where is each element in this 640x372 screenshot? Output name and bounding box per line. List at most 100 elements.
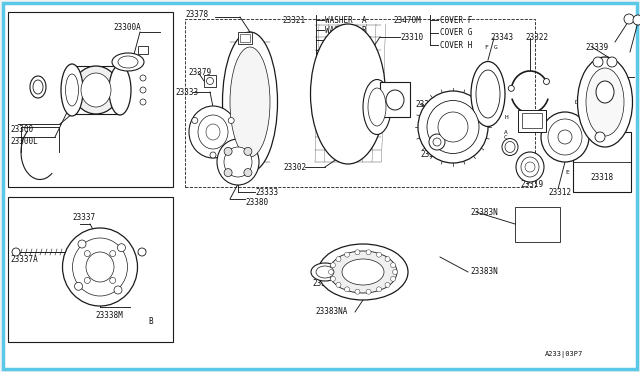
Text: 23300L: 23300L (10, 137, 38, 145)
Circle shape (595, 132, 605, 142)
Ellipse shape (502, 138, 518, 155)
Text: WASHER  B: WASHER B (325, 26, 367, 35)
Bar (185, 19, 535, 187)
Text: 23383N: 23383N (470, 208, 498, 217)
Bar (8, 197, 173, 342)
Ellipse shape (109, 65, 131, 115)
Text: 23337A: 23337A (10, 256, 38, 264)
Text: 23312: 23312 (548, 187, 571, 196)
Circle shape (224, 147, 232, 155)
Text: 23319: 23319 (520, 180, 543, 189)
Ellipse shape (471, 61, 505, 126)
Circle shape (84, 251, 90, 257)
Text: E: E (565, 170, 569, 174)
Circle shape (328, 269, 333, 275)
Text: 23322: 23322 (525, 32, 548, 42)
Ellipse shape (311, 263, 339, 281)
Circle shape (140, 87, 146, 93)
Bar (204, 75, 216, 87)
Ellipse shape (418, 91, 488, 163)
Ellipse shape (112, 53, 144, 71)
Ellipse shape (368, 88, 386, 126)
Circle shape (593, 57, 603, 67)
Text: A233|03P7: A233|03P7 (545, 350, 583, 357)
Ellipse shape (224, 147, 252, 177)
Text: 23380: 23380 (245, 198, 268, 206)
Ellipse shape (61, 64, 83, 116)
Circle shape (118, 244, 125, 252)
Text: 23300: 23300 (10, 125, 33, 134)
Circle shape (244, 147, 252, 155)
Text: 23383NA: 23383NA (315, 308, 348, 317)
Bar (380, 82, 410, 117)
Circle shape (109, 251, 116, 257)
Circle shape (607, 57, 617, 67)
Circle shape (330, 276, 335, 281)
Text: D: D (575, 99, 579, 105)
Ellipse shape (586, 68, 624, 136)
Circle shape (344, 287, 349, 292)
Circle shape (228, 118, 234, 124)
Text: 23313M: 23313M (420, 150, 448, 158)
Bar (240, 34, 250, 42)
Circle shape (376, 252, 381, 257)
Text: COVER F: COVER F (440, 16, 472, 25)
Text: B: B (148, 317, 152, 327)
Circle shape (543, 78, 550, 84)
Circle shape (355, 289, 360, 294)
Circle shape (330, 263, 335, 268)
Circle shape (74, 282, 83, 290)
Ellipse shape (63, 228, 138, 306)
Text: COVER G: COVER G (440, 28, 472, 37)
Circle shape (81, 248, 88, 256)
Ellipse shape (198, 115, 228, 149)
Ellipse shape (516, 152, 544, 182)
Circle shape (390, 263, 396, 268)
Ellipse shape (329, 251, 397, 293)
Circle shape (192, 118, 198, 124)
Text: CLIP     E: CLIP E (325, 55, 371, 64)
Text: 23321: 23321 (282, 16, 305, 25)
Ellipse shape (386, 90, 404, 110)
Text: H: H (505, 115, 509, 119)
Text: COVER H: COVER H (440, 41, 472, 49)
Ellipse shape (548, 119, 582, 155)
Ellipse shape (438, 112, 468, 142)
Bar (573, 132, 631, 192)
Circle shape (385, 257, 390, 262)
Circle shape (344, 252, 349, 257)
Ellipse shape (342, 259, 384, 285)
Bar (522, 113, 542, 128)
Circle shape (525, 162, 535, 172)
Circle shape (114, 286, 122, 294)
Text: 23339: 23339 (585, 42, 608, 51)
Ellipse shape (476, 70, 500, 118)
Circle shape (366, 289, 371, 294)
Circle shape (624, 14, 634, 24)
Text: 23383N: 23383N (470, 267, 498, 276)
Circle shape (140, 99, 146, 105)
Ellipse shape (65, 74, 79, 106)
Ellipse shape (427, 100, 479, 154)
Ellipse shape (318, 244, 408, 300)
Circle shape (366, 250, 371, 255)
Ellipse shape (206, 124, 220, 140)
Circle shape (390, 276, 396, 281)
Bar (238, 32, 252, 44)
Circle shape (12, 248, 20, 256)
Text: 23338M: 23338M (95, 311, 123, 321)
Ellipse shape (217, 139, 259, 185)
Text: A: A (504, 129, 508, 135)
Text: 23310: 23310 (400, 32, 423, 42)
Circle shape (210, 152, 216, 158)
Ellipse shape (310, 24, 385, 164)
Ellipse shape (505, 141, 515, 153)
Circle shape (336, 282, 341, 287)
Text: 23343: 23343 (490, 32, 513, 42)
Text: 23470M: 23470M (393, 16, 420, 25)
Circle shape (376, 287, 381, 292)
Circle shape (207, 77, 214, 84)
Circle shape (508, 85, 515, 92)
Ellipse shape (521, 157, 539, 177)
Circle shape (355, 250, 360, 255)
